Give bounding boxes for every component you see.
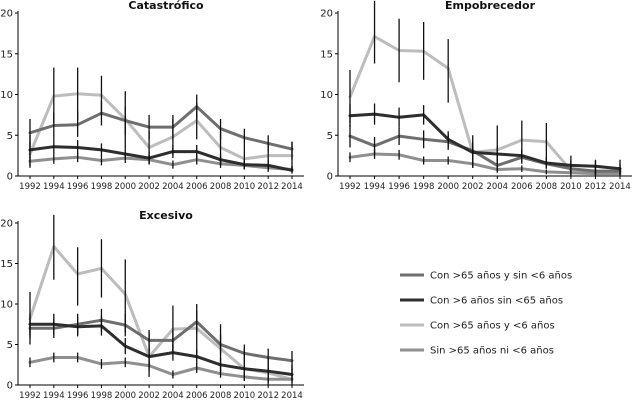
series-line-1 [28, 145, 294, 172]
y-tick-label: 5 [7, 131, 13, 142]
legend-item: Con >65 años y sin <6 años [400, 271, 572, 282]
x-tick-label: 2012 [585, 182, 607, 192]
x-tick-label: 2008 [536, 182, 558, 192]
chart-legend: Con >65 años y sin <6 años Con >6 años si… [400, 271, 572, 357]
legend-item: Sin >65 años ni <6 años [400, 346, 554, 357]
series-line-2 [28, 92, 294, 161]
y-tick-label: 0 [7, 381, 13, 392]
y-tick-label: 10 [0, 300, 13, 311]
legend-label: Sin >65 años ni <6 años [430, 346, 554, 357]
y-tick-label: 20 [0, 219, 13, 230]
x-tick-label: 1998 [91, 182, 113, 192]
x-tick-label: 2010 [560, 182, 582, 192]
y-tick-label: 20 [0, 9, 13, 20]
x-tick-label: 2000 [114, 182, 136, 192]
x-tick-label: 2014 [281, 391, 303, 401]
y-tick-label: 15 [0, 49, 13, 60]
x-tick-label: 1996 [67, 391, 89, 401]
x-tick-label: 2006 [511, 182, 533, 192]
y-tick-label: 10 [320, 90, 333, 101]
series-line-3 [28, 356, 294, 381]
x-tick-label: 2004 [486, 182, 508, 192]
x-tick-label: 2012 [257, 391, 279, 401]
x-tick-label: 2010 [234, 391, 256, 401]
x-tick-label: 2004 [162, 182, 184, 192]
panel-empobrecedor: 0 5 10 15 20 1992 1994 1996 1998 2000 2002 2004 2006… [320, 0, 632, 192]
y-tick-label: 5 [327, 131, 333, 142]
x-tick-label: 1992 [339, 182, 361, 192]
y-tick-label: 10 [0, 90, 13, 101]
series-line-1 [348, 112, 622, 171]
y-tick-label: 0 [327, 172, 333, 183]
x-tick-label: 1994 [43, 391, 65, 401]
series-line-2 [28, 245, 294, 381]
panel-title: Catastrófico [128, 0, 204, 12]
legend-label: Con >6 años sin <65 años [430, 296, 563, 307]
x-tick-label: 2010 [234, 182, 256, 192]
series-line-2 [348, 35, 622, 174]
series-line-0 [348, 134, 622, 173]
y-tick-label: 15 [0, 259, 13, 270]
y-tick-label: 20 [320, 9, 333, 20]
x-tick-label: 2004 [162, 391, 184, 401]
x-tick-label: 1996 [388, 182, 410, 192]
legend-item: Con >6 años sin <65 años [400, 296, 563, 307]
x-tick-label: 2000 [114, 391, 136, 401]
x-tick-label: 1996 [67, 182, 89, 192]
x-tick-label: 1998 [413, 182, 435, 192]
x-tick-label: 2008 [210, 391, 232, 401]
series-line-1 [28, 322, 294, 376]
x-tick-label: 2002 [138, 182, 160, 192]
x-tick-label: 2006 [186, 391, 208, 401]
x-tick-label: 1992 [19, 391, 41, 401]
series-line-3 [348, 152, 622, 176]
legend-label: Con >65 años y <6 años [430, 321, 555, 332]
x-tick-label: 2002 [138, 391, 160, 401]
series-line-0 [28, 105, 294, 151]
x-tick-label: 1998 [91, 391, 113, 401]
x-tick-label: 2000 [437, 182, 459, 192]
legend-label: Con >65 años y sin <6 años [430, 271, 572, 282]
panel-title: Excesivo [139, 209, 193, 222]
x-tick-label: 2014 [281, 182, 303, 192]
x-tick-label: 2002 [462, 182, 484, 192]
x-tick-label: 2012 [257, 182, 279, 192]
x-tick-label: 1994 [43, 182, 65, 192]
y-tick-label: 15 [320, 49, 333, 60]
x-tick-label: 2006 [186, 182, 208, 192]
x-tick-label: 1994 [364, 182, 386, 192]
legend-item: Con >65 años y <6 años [400, 321, 555, 332]
x-tick-label: 1992 [19, 182, 41, 192]
x-tick-label: 2008 [210, 182, 232, 192]
panel-title: Empobrecedor [445, 0, 536, 12]
y-tick-label: 5 [7, 340, 13, 351]
x-tick-label: 2014 [609, 182, 631, 192]
y-tick-label: 0 [7, 172, 13, 183]
panel-catastrofico: 0 5 10 15 20 1992 1994 1996 1998 2000 2002 2004 2006… [0, 0, 304, 192]
panel-excesivo: 0 5 10 15 20 1992 1994 1996 1998 2000 2002 2004 2006… [0, 209, 304, 401]
